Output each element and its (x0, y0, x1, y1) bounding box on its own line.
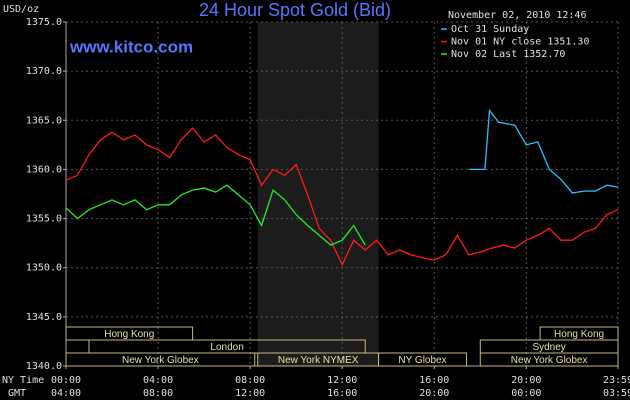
session-label: London (210, 342, 243, 353)
series-line (468, 108, 619, 194)
session-box (479, 352, 619, 367)
session-label: NY Globex (398, 355, 446, 366)
gmt-tick-label: 04:00 (51, 388, 81, 399)
x-axis-label: NY Time (2, 375, 44, 386)
legend-entry: Oct 31 Sunday (451, 24, 529, 35)
session-label: Hong Kong (554, 329, 604, 340)
session-label: New York NYMEX (278, 355, 359, 366)
y-tick-label: 1360.0 (26, 164, 62, 175)
y-tick-label: 1370.0 (26, 66, 62, 77)
timestamp: November 02, 2010 12:46 (448, 10, 586, 21)
series-line (65, 184, 366, 246)
x-tick-label: 08:00 (235, 375, 265, 386)
x-tick-label: 00:00 (51, 375, 81, 386)
session-box (378, 352, 467, 367)
series-line (65, 127, 619, 267)
x-tick-label: 12:00 (327, 375, 357, 386)
x-tick-label: 20:00 (511, 375, 541, 386)
y-tick-label: 1345.0 (26, 312, 62, 323)
gmt-tick-label: 12:00 (235, 388, 265, 399)
legend-entry: Nov 01 NY close 1351.30 (451, 37, 589, 48)
x-tick-label: 16:00 (419, 375, 449, 386)
y-tick-label: 1350.0 (26, 263, 62, 274)
x-tick-label: 23:59 (603, 375, 630, 386)
y-tick-label: 1340.0 (26, 361, 62, 372)
session-box (65, 352, 256, 367)
legend-entry: Nov 02 Last 1352.70 (451, 49, 565, 60)
gmt-tick-label: 20:00 (419, 388, 449, 399)
chart-title: 24 Hour Spot Gold (Bid) (199, 0, 391, 20)
session-label: New York Globex (122, 355, 199, 366)
gmt-tick-label: 16:00 (327, 388, 357, 399)
gmt-tick-label: 08:00 (143, 388, 173, 399)
y-tick-label: 1355.0 (26, 214, 62, 225)
x-axis-label: GMT (8, 388, 26, 399)
y-tick-label: 1375.0 (26, 17, 62, 28)
y-axis-label: USD/oz (3, 4, 39, 15)
session-label: Hong Kong (104, 329, 154, 340)
source-label: www.kitco.com (69, 37, 193, 56)
shaded-region (257, 22, 379, 366)
session-label: New York Globex (511, 355, 588, 366)
x-tick-label: 04:00 (143, 375, 173, 386)
y-tick-label: 1365.0 (26, 115, 62, 126)
gmt-tick-label: 00:00 (511, 388, 541, 399)
session-label: Sydney (532, 342, 565, 353)
gmt-tick-label: 03:59 (603, 388, 630, 399)
